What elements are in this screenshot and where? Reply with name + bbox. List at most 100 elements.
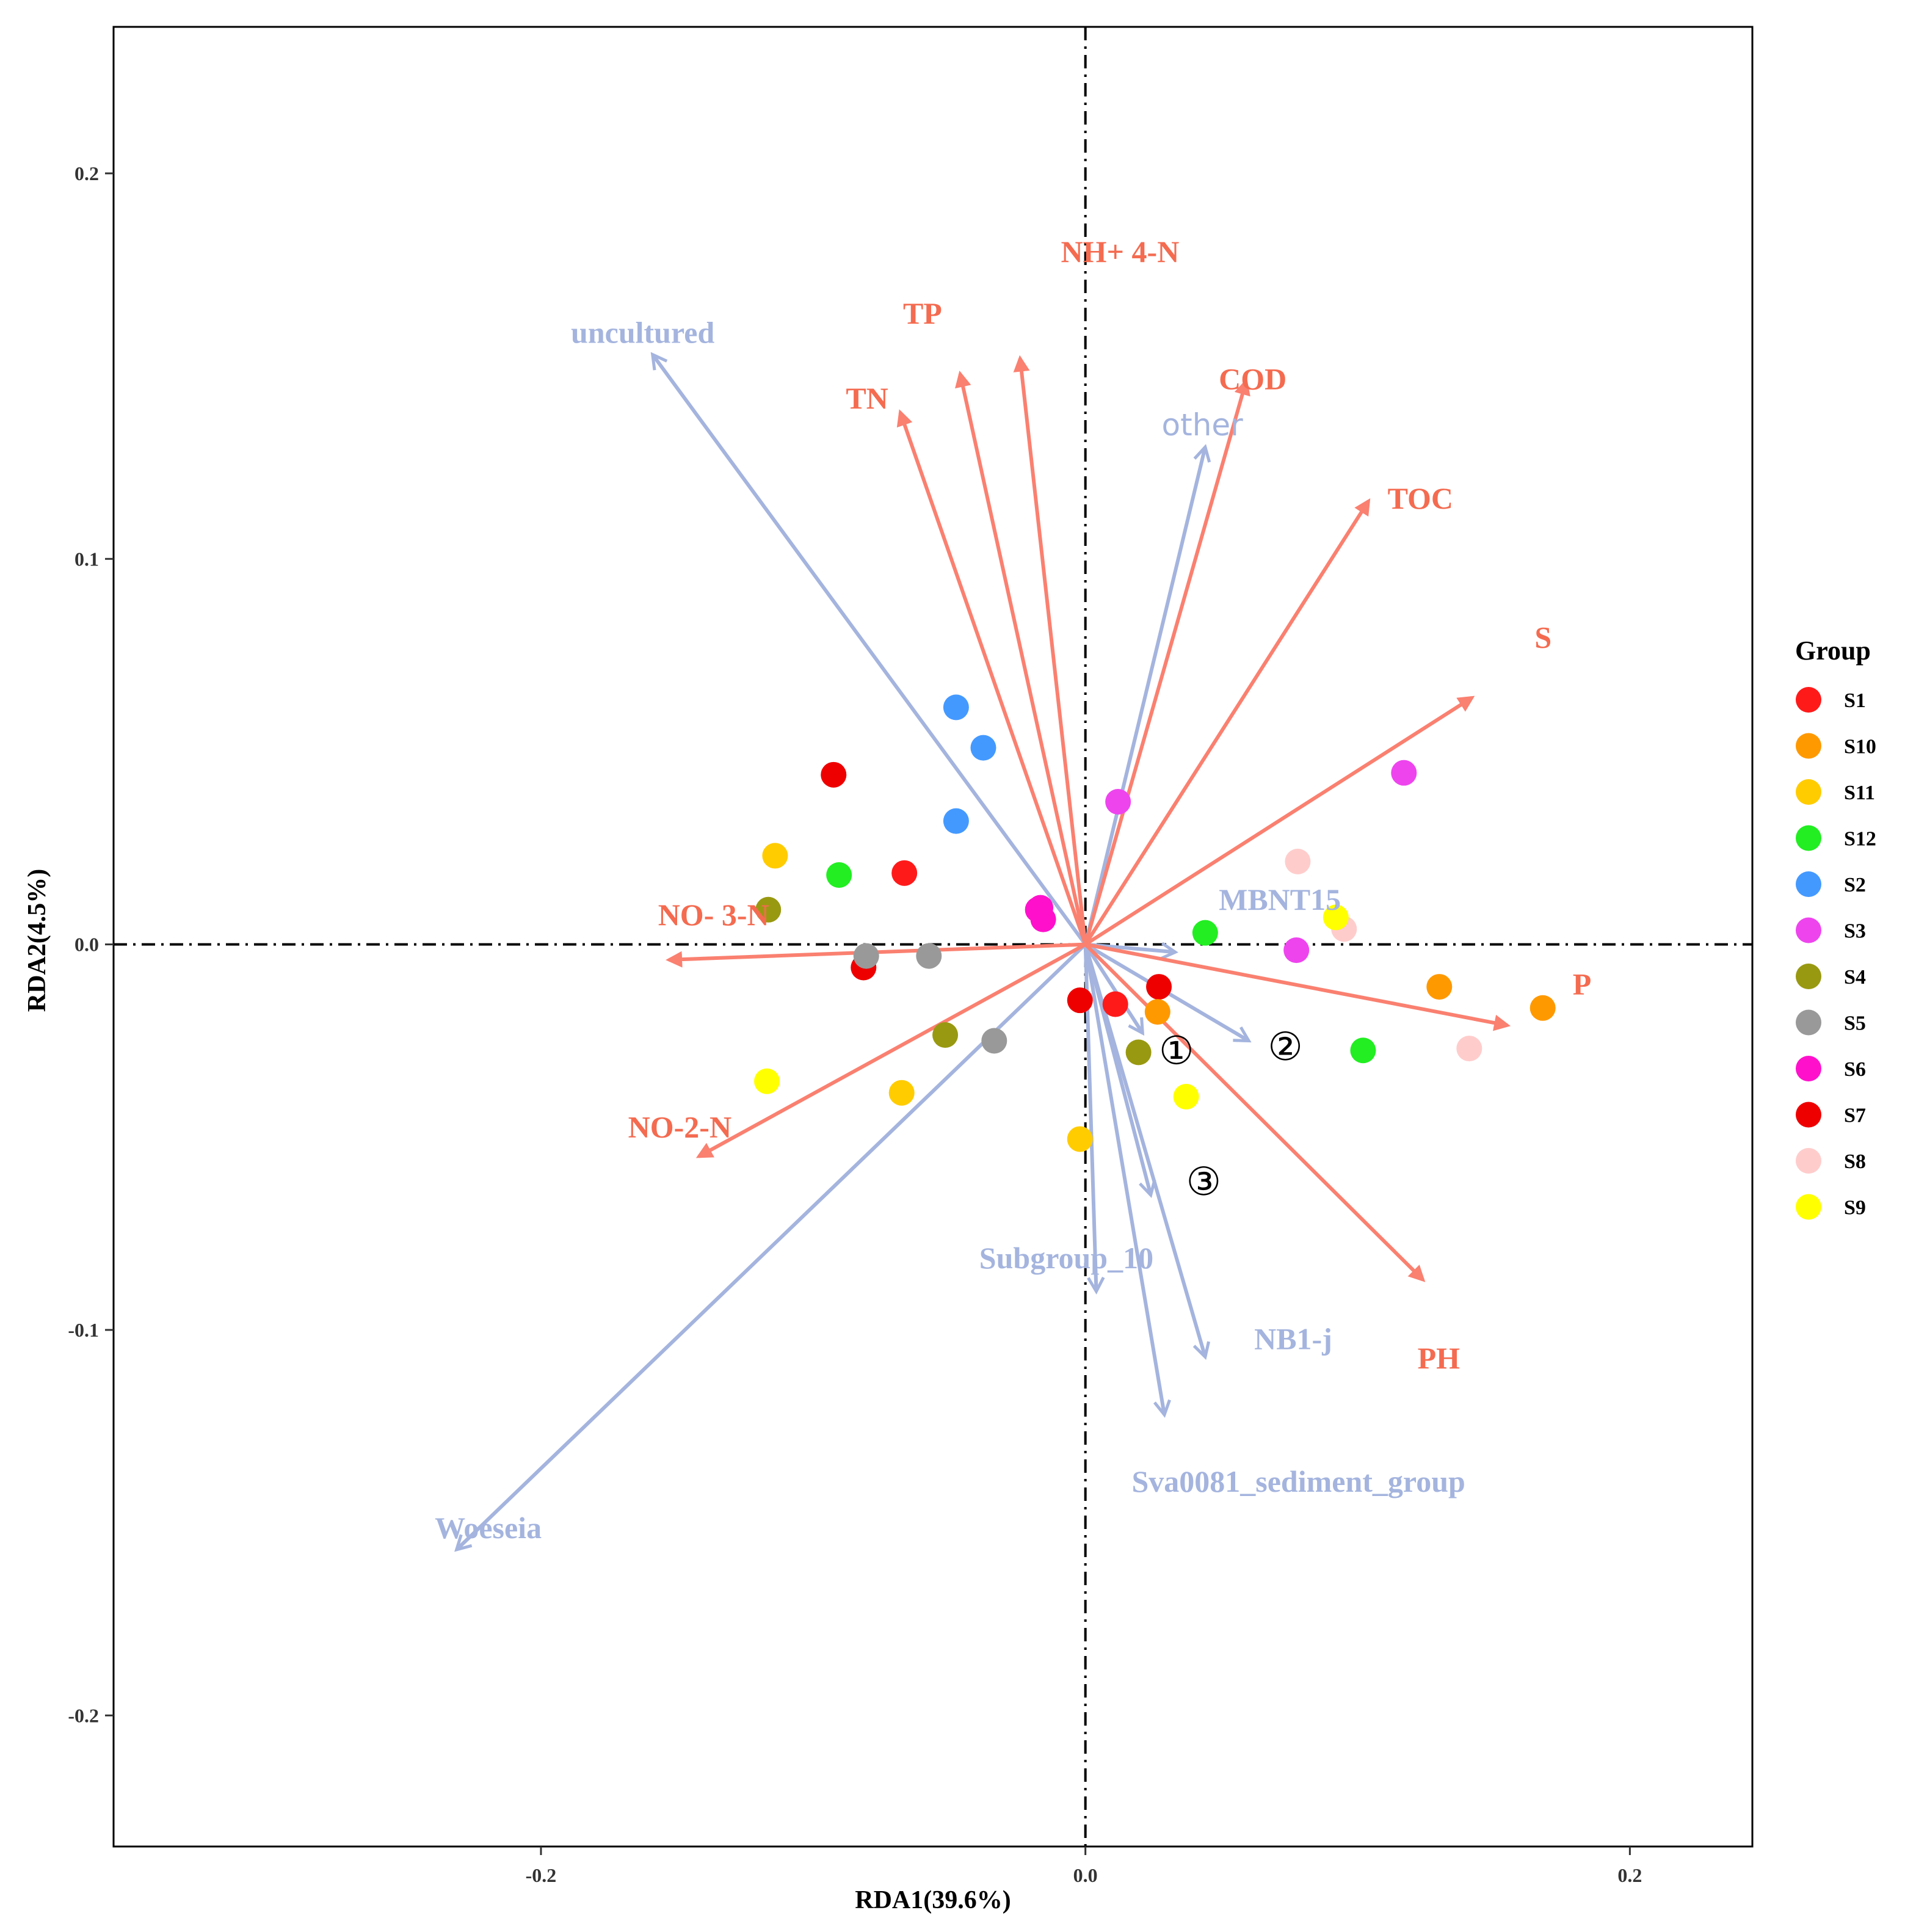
point-s2 — [943, 808, 969, 834]
point-s12 — [1350, 1037, 1376, 1064]
y-tick-label: -0.2 — [68, 1704, 99, 1726]
point-s9 — [754, 1068, 780, 1094]
tp-label: TP — [903, 296, 942, 330]
legend-title: Group — [1795, 636, 1871, 666]
point-s10 — [1144, 999, 1170, 1025]
point-s5 — [981, 1028, 1007, 1054]
cod-vector — [1083, 378, 1250, 945]
point-s8 — [1456, 1036, 1482, 1062]
legend-key-s12 — [1796, 825, 1821, 851]
point-s3 — [1105, 789, 1131, 815]
tn-vector — [896, 409, 1087, 945]
genus-labels: uncultured other MBNT15 Subgroup_10 NB1-j Sva… — [435, 316, 1465, 1545]
point-s4 — [755, 896, 782, 923]
legend-key-s7 — [1796, 1102, 1821, 1128]
legend-label-s11: S11 — [1844, 782, 1875, 804]
ph-label: PH — [1418, 1341, 1461, 1375]
x-axis-title: RDA1(39.6%) — [855, 1886, 1011, 1914]
marker-3-vector — [1083, 943, 1151, 1195]
point-s8 — [1285, 848, 1311, 874]
legend-label-s9: S9 — [1844, 1197, 1866, 1219]
point-s2 — [943, 694, 969, 721]
no-2-n-vector — [695, 942, 1087, 1158]
sample-points — [754, 694, 1556, 1152]
p-vector — [1085, 942, 1511, 1031]
point-s9 — [1323, 904, 1349, 931]
point-s10 — [1426, 974, 1453, 1000]
point-s2 — [970, 735, 996, 761]
cod-label: COD — [1219, 361, 1286, 396]
toc-vector — [1084, 498, 1371, 946]
point-s1 — [1102, 991, 1128, 1017]
toc-label: TOC — [1388, 481, 1453, 515]
y-tick-label: -0.1 — [68, 1319, 99, 1341]
legend-label-s7: S7 — [1844, 1105, 1866, 1127]
x-tick-label: 0.2 — [1617, 1864, 1642, 1886]
other-label: other — [1162, 407, 1244, 443]
nb1-j-vector — [1083, 943, 1205, 1357]
legend-key-s5 — [1796, 1009, 1821, 1036]
y-tick-label: 0.0 — [74, 934, 99, 956]
tp-vector — [955, 370, 1087, 945]
y-axis-ticks: 0.2 0.1 0.0 -0.1 -0.2 — [68, 162, 114, 1726]
point-s7 — [1146, 974, 1172, 1000]
point-s7 — [821, 761, 847, 788]
ph-vector — [1084, 943, 1426, 1282]
point-s12 — [1192, 920, 1218, 946]
s-vector — [1084, 695, 1475, 946]
p-label: P — [1573, 967, 1592, 1001]
legend-key-s6 — [1796, 1056, 1821, 1081]
x-tick-label: 0.0 — [1073, 1864, 1098, 1886]
point-s5 — [916, 943, 942, 969]
uncultured-label: uncultured — [571, 316, 714, 350]
legend-key-s9 — [1796, 1194, 1821, 1220]
legend-label-s2: S2 — [1844, 874, 1866, 896]
environment-vectors — [666, 355, 1511, 1282]
y-axis-title: RDA2(4.5%) — [23, 869, 51, 1012]
point-s12 — [826, 862, 852, 888]
subgroup-10-label: Subgroup_10 — [979, 1241, 1153, 1275]
legend-key-s8 — [1796, 1148, 1821, 1174]
nh-4-n-vector — [1013, 355, 1087, 945]
woeseia-vector — [457, 943, 1087, 1550]
point-s4 — [1125, 1039, 1152, 1066]
y-tick-label: 0.1 — [74, 548, 99, 570]
legend-label-s12: S12 — [1844, 828, 1876, 851]
plot-panel — [112, 26, 1754, 1848]
no-2-n-label: NO-2-N — [628, 1109, 731, 1144]
marker-3-label: ③ — [1186, 1160, 1221, 1205]
environment-labels: NH+ 4-N TP TN COD TOC S P PH NO- 3-N NO-2-N — [628, 234, 1592, 1375]
s-label: S — [1534, 620, 1551, 654]
legend-label-s10: S10 — [1844, 736, 1876, 758]
legend-label-s3: S3 — [1844, 920, 1866, 943]
mbnt15-label: MBNT15 — [1219, 882, 1341, 917]
legend-key-s2 — [1796, 871, 1821, 897]
y-tick-label: 0.2 — [74, 162, 99, 184]
no-3-n-label: NO- 3-N — [658, 898, 769, 932]
legend-label-s5: S5 — [1844, 1012, 1866, 1035]
point-s3 — [1283, 937, 1310, 964]
nh-4-n-label: NH+ 4-N — [1061, 234, 1180, 269]
x-axis-ticks: -0.2 0.0 0.2 — [526, 1847, 1642, 1886]
point-s9 — [1173, 1084, 1199, 1110]
x-tick-label: -0.2 — [526, 1864, 557, 1886]
sva0081-sediment-group-label: Sva0081_sediment_group — [1131, 1464, 1465, 1498]
legend: Group S1 S10 S11 S12 S2 S3 S4 S5 S6 S7 S8 S9 — [1795, 636, 1876, 1220]
point-s10 — [1530, 995, 1556, 1021]
uncultured-vector — [653, 355, 1087, 946]
sva0081-sediment-group-vector — [1083, 944, 1164, 1415]
legend-key-s4 — [1796, 964, 1821, 989]
point-s3 — [1391, 760, 1417, 786]
legend-label-s1: S1 — [1844, 689, 1866, 712]
marker-2-label: ② — [1268, 1025, 1302, 1070]
legend-items: S1 S10 S11 S12 S2 S3 S4 S5 S6 S7 S8 S9 — [1796, 687, 1876, 1220]
legend-key-s11 — [1796, 779, 1821, 805]
legend-label-s6: S6 — [1844, 1058, 1866, 1081]
legend-label-s4: S4 — [1844, 966, 1866, 989]
tn-label: TN — [846, 381, 888, 415]
point-s5 — [853, 943, 879, 969]
point-s1 — [891, 860, 918, 886]
other-vector — [1083, 447, 1205, 945]
point-s11 — [888, 1080, 915, 1106]
